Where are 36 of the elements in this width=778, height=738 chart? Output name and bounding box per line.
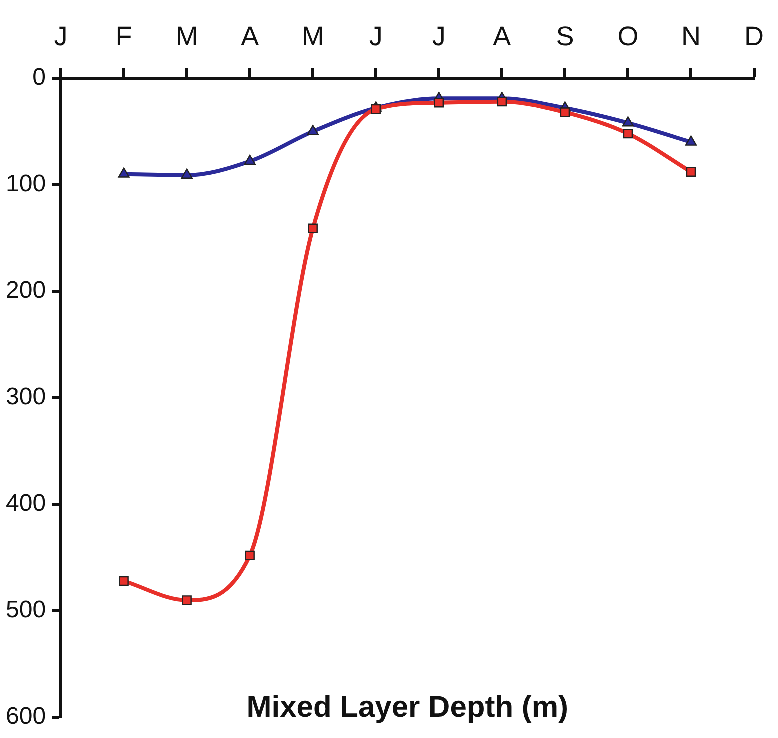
point xyxy=(119,576,129,586)
point xyxy=(308,224,318,234)
point xyxy=(182,596,192,606)
point xyxy=(623,128,634,139)
y-tick-label: 500 xyxy=(6,596,46,624)
point xyxy=(686,167,696,177)
point xyxy=(497,96,508,107)
x-tick-label: J xyxy=(432,22,446,52)
y-tick-label: 600 xyxy=(6,703,46,730)
point xyxy=(307,125,319,136)
x-tick-label: M xyxy=(176,22,198,52)
point xyxy=(181,168,193,179)
x-tick-label: J xyxy=(369,22,383,52)
x-tick-label: A xyxy=(493,22,512,52)
x-tick-label: O xyxy=(618,22,639,52)
point xyxy=(434,98,444,108)
x-tick-label: J xyxy=(54,22,68,52)
point xyxy=(371,104,381,114)
point xyxy=(685,136,698,146)
point xyxy=(622,116,634,127)
x-tick-label: F xyxy=(116,22,132,52)
x-tick-label: N xyxy=(681,22,701,52)
point xyxy=(560,108,570,118)
y-tick-label: 100 xyxy=(6,170,46,198)
point xyxy=(245,550,255,561)
y-tick-label: 400 xyxy=(6,490,46,518)
x-tick-label: S xyxy=(556,22,574,52)
y-tick-label: 300 xyxy=(6,384,46,411)
point xyxy=(244,154,256,166)
text: Mixed Layer Depth (m) xyxy=(246,690,569,724)
x-tick-label: M xyxy=(302,22,324,52)
point xyxy=(118,168,130,178)
y-tick-label: 0 xyxy=(32,64,46,92)
y-tick-label: 200 xyxy=(6,277,46,304)
x-tick-label: D xyxy=(744,22,764,52)
x-tick-label: A xyxy=(241,22,260,52)
